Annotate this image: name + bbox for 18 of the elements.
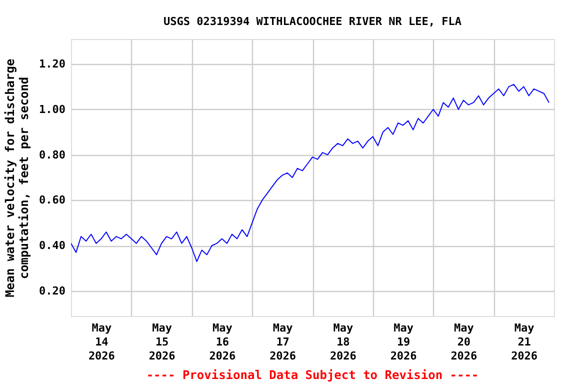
y-tick-label: 0.20 xyxy=(39,284,66,298)
text: ---- Provisional Data Subject to Revision ---- xyxy=(146,368,479,382)
y-tick-label: 0.40 xyxy=(39,239,66,252)
y-axis-title: Mean water velocity for discharge computation, feet per second xyxy=(3,58,32,298)
y-tick-label: 0.80 xyxy=(39,148,66,162)
x-tick-label: May 16 2026 xyxy=(209,322,236,362)
y-tick-label: 1.20 xyxy=(39,57,66,70)
x-tick-label: May 21 2026 xyxy=(511,322,538,362)
x-tick-label: May 18 2026 xyxy=(330,322,357,362)
y-tick-label: 0.60 xyxy=(39,194,66,207)
chart-title: USGS 02319394 WITHLACOOCHEE RIVER NR LEE, FLA xyxy=(163,15,462,28)
x-tick-label: May 20 2026 xyxy=(450,322,478,362)
y-tick-label: 1.00 xyxy=(39,102,66,116)
x-tick-label: May 15 2026 xyxy=(148,322,176,362)
x-tick-label: May 14 2026 xyxy=(88,322,116,362)
x-tick-label: May 19 2026 xyxy=(390,322,418,362)
x-tick-label: May 17 2026 xyxy=(270,322,296,362)
line-series xyxy=(71,84,550,262)
